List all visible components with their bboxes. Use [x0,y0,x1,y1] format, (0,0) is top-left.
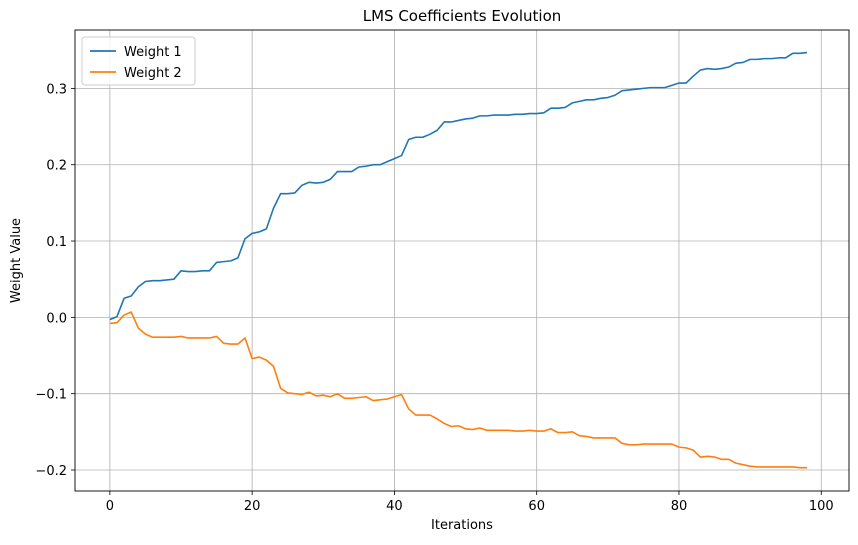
legend-label-weight-2: Weight 2 [124,66,182,81]
chart-title: LMS Coefficients Evolution [363,7,562,25]
legend-label-weight-1: Weight 1 [124,45,182,60]
x-tick-label: 80 [671,499,688,514]
x-tick-label: 100 [809,499,834,514]
y-axis-label: Weight Value [9,218,24,303]
y-tick-label: 0.3 [46,82,67,97]
x-tick-label: 0 [106,499,114,514]
x-tick-label: 20 [244,499,261,514]
series-line-weight-1 [109,51,808,321]
y-tick-label: 0.0 [46,311,67,326]
y-tick-label: 0.2 [46,159,67,174]
x-axis-label: Iterations [431,518,493,533]
x-tick-label: 60 [528,499,545,514]
y-tick-label: −0.1 [35,388,67,403]
series-line-weight-2 [109,311,808,469]
legend: Weight 1 Weight 2 [81,36,196,86]
legend-box [81,36,196,86]
series-lines [109,51,808,469]
plot-frame [74,29,850,492]
x-tick-label: 40 [386,499,403,514]
y-axis-ticks: −0.2 −0.1 0.0 0.1 0.2 0.3 [35,82,75,479]
grid [75,30,849,491]
x-axis-ticks: 0 20 40 60 80 100 [106,491,834,514]
y-tick-label: −0.2 [35,464,67,479]
y-tick-label: 0.1 [46,235,67,250]
